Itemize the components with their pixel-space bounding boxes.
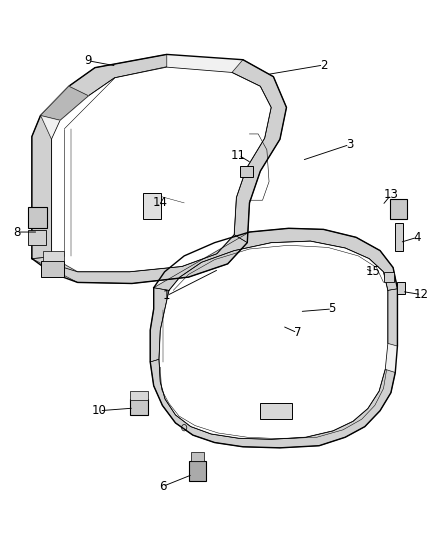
Text: 12: 12	[414, 288, 429, 301]
Polygon shape	[150, 359, 395, 448]
Text: 11: 11	[231, 149, 246, 161]
FancyBboxPatch shape	[260, 403, 292, 419]
Text: 9: 9	[85, 54, 92, 67]
Polygon shape	[69, 54, 167, 96]
Text: 14: 14	[153, 196, 168, 209]
Polygon shape	[32, 115, 51, 259]
FancyBboxPatch shape	[390, 199, 406, 219]
Polygon shape	[159, 241, 388, 439]
Text: 15: 15	[366, 265, 381, 278]
FancyBboxPatch shape	[43, 251, 64, 261]
Text: 6: 6	[159, 480, 166, 493]
Text: 4: 4	[413, 231, 421, 244]
FancyBboxPatch shape	[28, 230, 46, 245]
Polygon shape	[388, 289, 397, 346]
Text: 3: 3	[346, 138, 353, 151]
Text: 7: 7	[293, 326, 301, 340]
Text: 2: 2	[320, 59, 327, 71]
FancyBboxPatch shape	[240, 166, 253, 177]
Polygon shape	[41, 86, 88, 120]
Text: 13: 13	[384, 189, 398, 201]
FancyBboxPatch shape	[385, 272, 394, 282]
Text: 5: 5	[328, 302, 336, 316]
FancyBboxPatch shape	[143, 193, 161, 219]
FancyBboxPatch shape	[41, 261, 64, 277]
Polygon shape	[150, 288, 169, 362]
FancyBboxPatch shape	[191, 451, 204, 461]
Text: 1: 1	[163, 289, 170, 302]
FancyBboxPatch shape	[395, 223, 403, 251]
Polygon shape	[154, 228, 397, 290]
FancyBboxPatch shape	[28, 207, 47, 228]
Text: 8: 8	[13, 225, 20, 239]
FancyBboxPatch shape	[189, 461, 206, 481]
Polygon shape	[32, 54, 286, 284]
Text: 10: 10	[92, 404, 107, 417]
FancyBboxPatch shape	[396, 282, 405, 294]
Polygon shape	[150, 228, 397, 448]
Polygon shape	[51, 67, 271, 272]
Polygon shape	[32, 235, 247, 284]
FancyBboxPatch shape	[130, 399, 148, 415]
Polygon shape	[232, 60, 286, 243]
FancyBboxPatch shape	[130, 391, 148, 400]
